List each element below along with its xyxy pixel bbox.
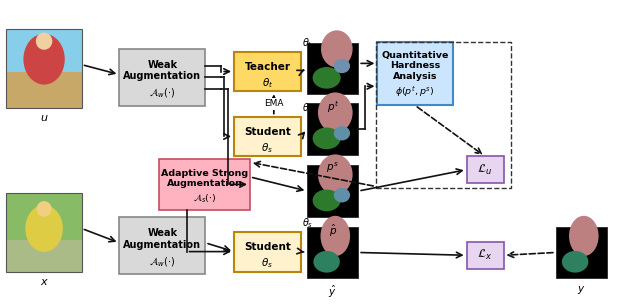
Text: $\theta_t$: $\theta_t$ — [302, 36, 313, 50]
Ellipse shape — [318, 154, 353, 195]
Ellipse shape — [314, 251, 340, 273]
Ellipse shape — [334, 59, 350, 73]
Text: $\mathcal{A}_s(\cdot)$: $\mathcal{A}_s(\cdot)$ — [193, 192, 216, 205]
FancyBboxPatch shape — [234, 116, 301, 156]
Text: $\mathcal{L}_x$: $\mathcal{L}_x$ — [477, 248, 493, 262]
Text: Weak
Augmentation: Weak Augmentation — [124, 60, 202, 81]
Ellipse shape — [318, 92, 353, 133]
Ellipse shape — [36, 201, 52, 217]
FancyBboxPatch shape — [467, 156, 504, 183]
Text: $\mathcal{L}_u$: $\mathcal{L}_u$ — [477, 163, 493, 177]
FancyBboxPatch shape — [378, 42, 452, 105]
Bar — [6, 29, 82, 108]
Text: $\theta_s$: $\theta_s$ — [302, 101, 314, 115]
Bar — [6, 29, 82, 72]
FancyBboxPatch shape — [234, 52, 301, 92]
Ellipse shape — [312, 189, 340, 211]
Bar — [6, 240, 82, 271]
Ellipse shape — [24, 34, 65, 85]
Ellipse shape — [562, 251, 588, 273]
FancyBboxPatch shape — [467, 242, 504, 268]
Ellipse shape — [334, 188, 350, 202]
Text: $\mathcal{A}_w(\cdot)$: $\mathcal{A}_w(\cdot)$ — [149, 255, 175, 269]
Text: $x$: $x$ — [40, 277, 49, 287]
FancyBboxPatch shape — [119, 49, 205, 106]
Bar — [307, 43, 358, 94]
Text: $\hat{p}$: $\hat{p}$ — [329, 222, 337, 239]
Text: $p^t$: $p^t$ — [326, 100, 339, 116]
Text: $\hat{y}$: $\hat{y}$ — [328, 284, 337, 300]
Ellipse shape — [312, 127, 340, 149]
Ellipse shape — [334, 126, 350, 140]
Text: Weak
Augmentation: Weak Augmentation — [124, 228, 202, 250]
Bar — [556, 227, 607, 278]
Bar — [6, 72, 82, 108]
Text: EMA: EMA — [264, 99, 284, 109]
Ellipse shape — [26, 205, 63, 252]
Text: $\mathcal{A}_w(\cdot)$: $\mathcal{A}_w(\cdot)$ — [149, 87, 175, 100]
FancyBboxPatch shape — [234, 232, 301, 271]
Text: Teacher: Teacher — [244, 62, 291, 72]
Ellipse shape — [312, 67, 340, 89]
Text: $y$: $y$ — [577, 284, 586, 295]
Text: $u$: $u$ — [40, 113, 49, 123]
Bar — [307, 165, 358, 217]
Text: Quantitative
Hardness
Analysis: Quantitative Hardness Analysis — [381, 51, 449, 81]
Ellipse shape — [321, 216, 350, 256]
FancyBboxPatch shape — [159, 159, 250, 209]
FancyBboxPatch shape — [119, 217, 205, 275]
Text: $\theta_s$: $\theta_s$ — [302, 216, 314, 230]
Text: $\theta_t$: $\theta_t$ — [262, 76, 273, 90]
Ellipse shape — [569, 216, 598, 256]
Ellipse shape — [321, 30, 353, 67]
Bar — [307, 227, 358, 278]
Text: $\phi(p^t, p^s)$: $\phi(p^t, p^s)$ — [396, 84, 435, 99]
Bar — [6, 193, 82, 271]
Bar — [307, 103, 358, 155]
Text: Student: Student — [244, 242, 291, 252]
Text: $p^s$: $p^s$ — [326, 160, 339, 174]
Bar — [6, 193, 82, 240]
Text: Adaptive Strong
Augmentation: Adaptive Strong Augmentation — [161, 169, 248, 188]
Text: Student: Student — [244, 127, 291, 137]
Ellipse shape — [36, 33, 52, 50]
Text: $\theta_s$: $\theta_s$ — [262, 141, 273, 154]
Text: $\theta_s$: $\theta_s$ — [262, 256, 273, 270]
